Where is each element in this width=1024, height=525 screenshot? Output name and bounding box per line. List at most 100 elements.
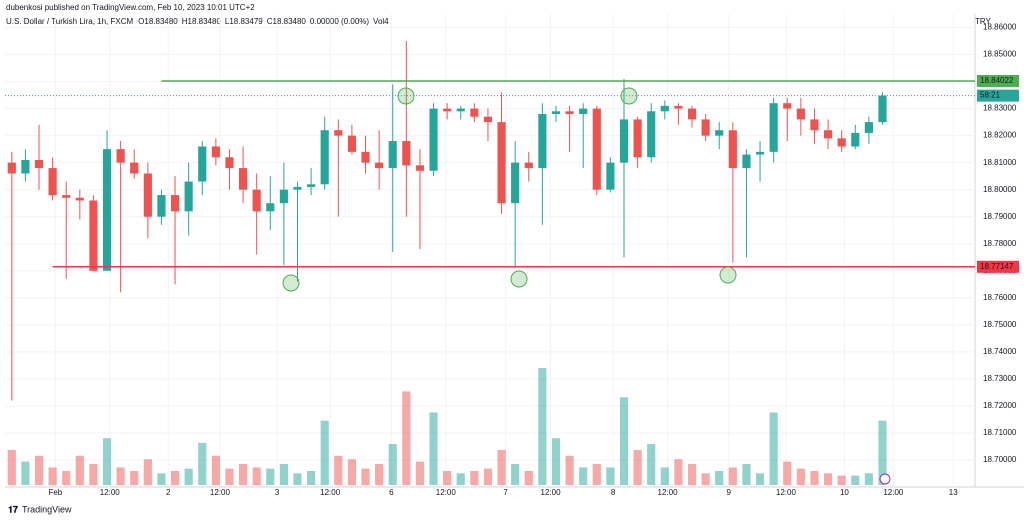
y-tick-label: 18.86000 <box>983 23 1017 32</box>
x-tick-label: 13 <box>949 488 958 497</box>
volume-bar <box>783 461 792 485</box>
timer: 58:21 <box>980 91 1001 100</box>
candle-body <box>7 162 16 174</box>
volume-bar <box>211 455 220 485</box>
candle-body <box>402 141 411 166</box>
y-tick-label: 18.83000 <box>983 104 1017 113</box>
candle-body <box>619 119 629 163</box>
candle-body <box>225 157 234 169</box>
y-tick-label: 18.80000 <box>983 185 1017 194</box>
volume-bar <box>21 461 30 485</box>
volume-bar <box>701 473 710 485</box>
level-tag <box>977 74 1019 87</box>
volume-bar <box>511 463 520 485</box>
candle-body <box>796 108 805 120</box>
volume-bar <box>252 467 261 485</box>
candle-body <box>755 151 765 155</box>
volume-bar <box>660 467 669 485</box>
legend-value: L18.83479 <box>225 17 263 26</box>
volume-bar <box>606 467 615 485</box>
legend-value: 0.00000 (0.00%) <box>310 17 369 26</box>
y-tick-label: 18.70000 <box>983 455 1017 464</box>
circle-marker <box>510 270 528 288</box>
event-icon[interactable] <box>879 473 891 485</box>
legend-value: H18.83480 <box>182 17 222 26</box>
candle-body <box>524 162 533 169</box>
candle-body <box>715 130 724 136</box>
volume-bar <box>538 368 547 485</box>
candle-body <box>443 108 452 112</box>
candle-body <box>388 141 397 169</box>
candle-body <box>184 181 193 212</box>
x-tick-label: 12:00 <box>100 488 121 497</box>
volume-bar <box>851 475 860 485</box>
volume-bar <box>402 391 411 485</box>
x-tick-label: 12:00 <box>436 488 457 497</box>
volume-bar <box>823 473 833 485</box>
candle-body <box>769 103 778 152</box>
volume-bar <box>687 463 697 485</box>
timer-tag <box>977 89 1019 102</box>
candle-body <box>728 130 737 169</box>
legend-value: Vol4 <box>373 17 389 26</box>
candle-body <box>674 105 683 109</box>
candle-body <box>21 159 30 174</box>
volume-bar <box>34 455 44 485</box>
candle-body <box>429 108 438 171</box>
candle-body <box>837 138 846 147</box>
candle-body <box>470 108 479 117</box>
candle-body <box>170 195 180 212</box>
x-tick-label: 3 <box>275 488 280 497</box>
candle-body <box>810 119 819 131</box>
volume-bar <box>579 467 588 485</box>
volume-bar <box>674 459 683 485</box>
candle-body <box>75 197 84 201</box>
volume-bar <box>415 461 425 485</box>
candle-body <box>238 168 248 190</box>
x-tick-label: 8 <box>611 488 616 497</box>
volume-bar <box>225 468 234 485</box>
legend-title: U.S. Dollar / Turkish Lira, 1h, FXCM <box>6 17 133 26</box>
volume-bar <box>456 473 465 485</box>
x-tick-label: 12:00 <box>541 488 562 497</box>
candle-body <box>579 108 588 115</box>
logo-mark: 𝟏𝟕 <box>8 504 18 514</box>
y-tick-label: 18.75000 <box>983 320 1017 329</box>
candle-body <box>701 119 710 136</box>
y-tick-label: 18.85000 <box>983 50 1017 59</box>
candle-body <box>742 154 751 169</box>
candle-body <box>851 132 860 147</box>
volume-bar <box>157 473 166 485</box>
volume-bar <box>293 473 302 485</box>
candle-body <box>211 146 220 158</box>
volume-bar <box>647 444 656 485</box>
candle-body <box>511 162 520 204</box>
y-tick-label: 18.78000 <box>983 239 1017 248</box>
candle-body <box>320 130 329 185</box>
candle-body <box>415 165 425 171</box>
plot: 18.8600018.8500018.8400018.8300018.82000… <box>5 14 1019 497</box>
volume-bar <box>837 475 846 485</box>
x-tick-label: 12:00 <box>883 488 904 497</box>
volume-bar <box>62 470 71 485</box>
candle-body <box>361 151 370 163</box>
candle-body <box>565 111 574 115</box>
candle-body <box>687 108 697 120</box>
candle-body <box>538 114 547 169</box>
candle-body <box>347 135 356 152</box>
circle-marker <box>719 266 737 284</box>
volume-bar <box>170 470 180 485</box>
volume-bar <box>497 449 506 485</box>
volume-bar <box>769 412 778 485</box>
x-tick-label: 12:00 <box>210 488 231 497</box>
level-label: 18.84022 <box>980 76 1014 85</box>
volume-bar <box>266 468 275 485</box>
candle-body <box>551 111 561 115</box>
legend-value: O18.83480 <box>138 17 178 26</box>
candle-body <box>307 184 316 187</box>
volume-bar <box>375 463 384 485</box>
y-tick-label: 18.79000 <box>983 212 1017 221</box>
volume-bar <box>429 412 438 485</box>
